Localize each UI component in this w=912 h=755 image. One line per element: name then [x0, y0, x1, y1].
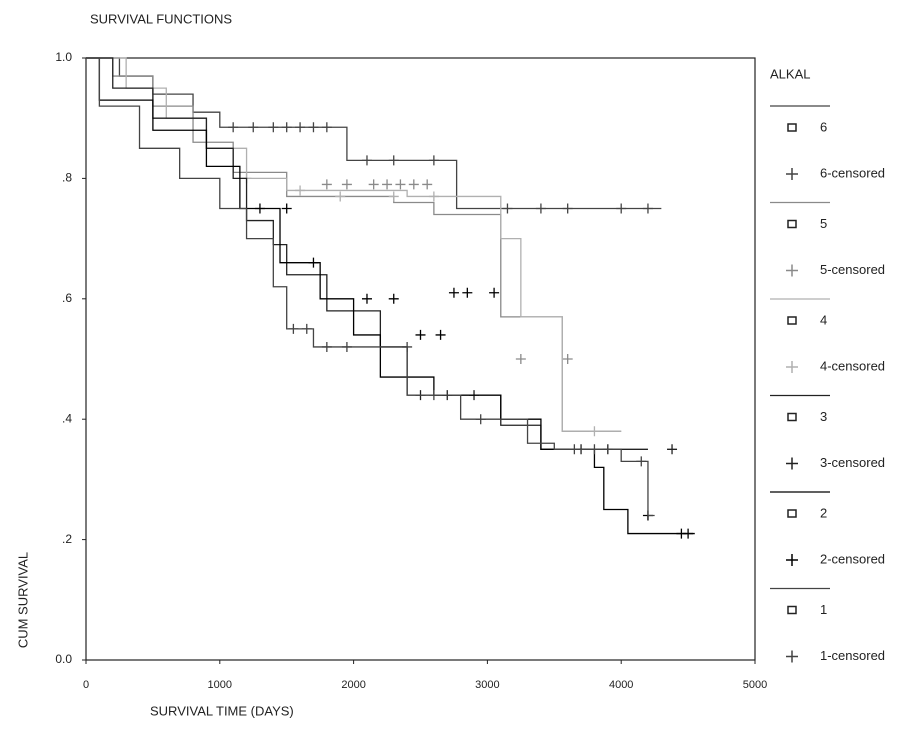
- censored-mark: [502, 204, 512, 214]
- legend-label: 4: [820, 312, 827, 327]
- legend-marker: [788, 221, 796, 228]
- censored-mark: [295, 122, 305, 132]
- y-tick-label: 1.0: [55, 50, 72, 64]
- censored-mark: [382, 179, 392, 189]
- legend-label: 6-censored: [820, 165, 885, 180]
- censored-mark: [389, 294, 399, 304]
- legend-marker: [788, 607, 796, 614]
- censored-mark: [395, 179, 405, 189]
- censored-mark: [362, 294, 372, 304]
- censored-mark: [667, 444, 677, 454]
- x-tick-label: 5000: [743, 679, 767, 691]
- censored-mark: [322, 342, 332, 352]
- censored-mark: [282, 122, 292, 132]
- y-tick-label: 0.0: [55, 652, 72, 666]
- censored-mark: [563, 354, 573, 364]
- censored-mark: [402, 342, 412, 352]
- legend-label: 5-censored: [820, 262, 885, 277]
- censored-mark: [416, 330, 426, 340]
- legend-label: 3: [820, 409, 827, 424]
- censored-mark: [362, 155, 372, 165]
- survival-curve: [86, 58, 695, 534]
- legend-label: 1-censored: [820, 648, 885, 663]
- legend-label: 5: [820, 216, 827, 231]
- censored-mark: [282, 204, 292, 214]
- censored-mark: [462, 288, 472, 298]
- legend-marker: [788, 510, 796, 517]
- y-tick-label: .8: [62, 171, 72, 185]
- censored-mark: [489, 288, 499, 298]
- x-tick-label: 0: [83, 679, 89, 691]
- censored-mark: [409, 179, 419, 189]
- survival-curve: [86, 58, 648, 449]
- censored-mark: [302, 324, 312, 334]
- censored-mark: [643, 204, 653, 214]
- y-axis-label: CUM SURVIVAL: [15, 552, 30, 648]
- legend-marker: [786, 361, 798, 373]
- legend-marker: [786, 265, 798, 277]
- censored-mark: [429, 191, 439, 201]
- censored-mark: [228, 122, 238, 132]
- censored-mark: [563, 204, 573, 214]
- x-axis-label: SURVIVAL TIME (DAYS): [150, 703, 294, 718]
- censored-mark: [369, 179, 379, 189]
- legend-marker: [786, 651, 798, 663]
- legend-label: 4-censored: [820, 358, 885, 373]
- censored-mark: [255, 204, 265, 214]
- legend-label: 2-censored: [820, 551, 885, 566]
- censored-mark: [436, 330, 446, 340]
- legend-marker: [788, 124, 796, 131]
- censored-mark: [476, 414, 486, 424]
- survival-curve: [86, 58, 621, 431]
- censored-mark: [322, 179, 332, 189]
- censored-mark: [322, 122, 332, 132]
- x-tick-label: 3000: [475, 679, 499, 691]
- censored-mark: [342, 179, 352, 189]
- censored-mark: [536, 204, 546, 214]
- y-tick-label: .4: [62, 411, 72, 425]
- censored-mark: [335, 191, 345, 201]
- y-tick-label: .2: [62, 532, 72, 546]
- censored-mark: [683, 529, 693, 539]
- legend-label: 2: [820, 505, 827, 520]
- censored-mark: [389, 155, 399, 165]
- censored-mark: [589, 444, 599, 454]
- censored-mark: [308, 122, 318, 132]
- censored-mark: [429, 390, 439, 400]
- legend-marker: [786, 168, 798, 180]
- page: SURVIVAL FUNCTIONS SURVIVAL TIME (DAYS) …: [0, 0, 912, 755]
- censored-mark: [422, 179, 432, 189]
- censored-mark: [248, 122, 258, 132]
- legend-label: 1: [820, 602, 827, 617]
- legend-marker: [788, 414, 796, 421]
- censored-mark: [342, 342, 352, 352]
- censored-mark: [308, 258, 318, 268]
- y-tick-label: .6: [62, 291, 72, 305]
- censored-mark: [616, 204, 626, 214]
- censored-mark: [569, 444, 579, 454]
- censored-mark: [449, 288, 459, 298]
- censored-mark: [288, 324, 298, 334]
- legend-label: 6: [820, 119, 827, 134]
- legend-title: ALKAL: [770, 66, 810, 81]
- legend-marker: [788, 317, 796, 324]
- chart-title: SURVIVAL FUNCTIONS: [90, 11, 232, 26]
- censored-mark: [516, 354, 526, 364]
- survival-curve: [86, 58, 655, 516]
- censored-mark: [589, 426, 599, 436]
- x-tick-label: 4000: [609, 679, 633, 691]
- x-tick-label: 1000: [208, 679, 232, 691]
- legend-marker: [786, 554, 798, 566]
- censored-mark: [429, 155, 439, 165]
- legend-marker: [786, 458, 798, 470]
- legend-label: 3-censored: [820, 455, 885, 470]
- plot-frame: [86, 58, 755, 660]
- censored-mark: [268, 122, 278, 132]
- chart: SURVIVAL FUNCTIONS SURVIVAL TIME (DAYS) …: [0, 0, 912, 750]
- x-tick-label: 2000: [341, 679, 365, 691]
- censored-mark: [295, 185, 305, 195]
- censored-mark: [636, 456, 646, 466]
- censored-mark: [389, 191, 399, 201]
